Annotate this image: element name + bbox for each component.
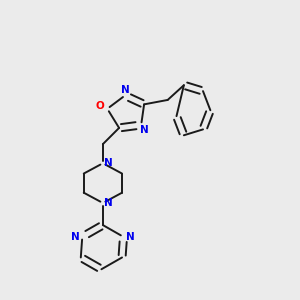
Text: N: N (126, 232, 134, 242)
Text: N: N (104, 198, 112, 208)
Text: N: N (104, 158, 112, 168)
Text: O: O (96, 101, 104, 111)
Text: N: N (121, 85, 129, 95)
Text: N: N (140, 125, 149, 135)
Text: N: N (71, 232, 80, 242)
